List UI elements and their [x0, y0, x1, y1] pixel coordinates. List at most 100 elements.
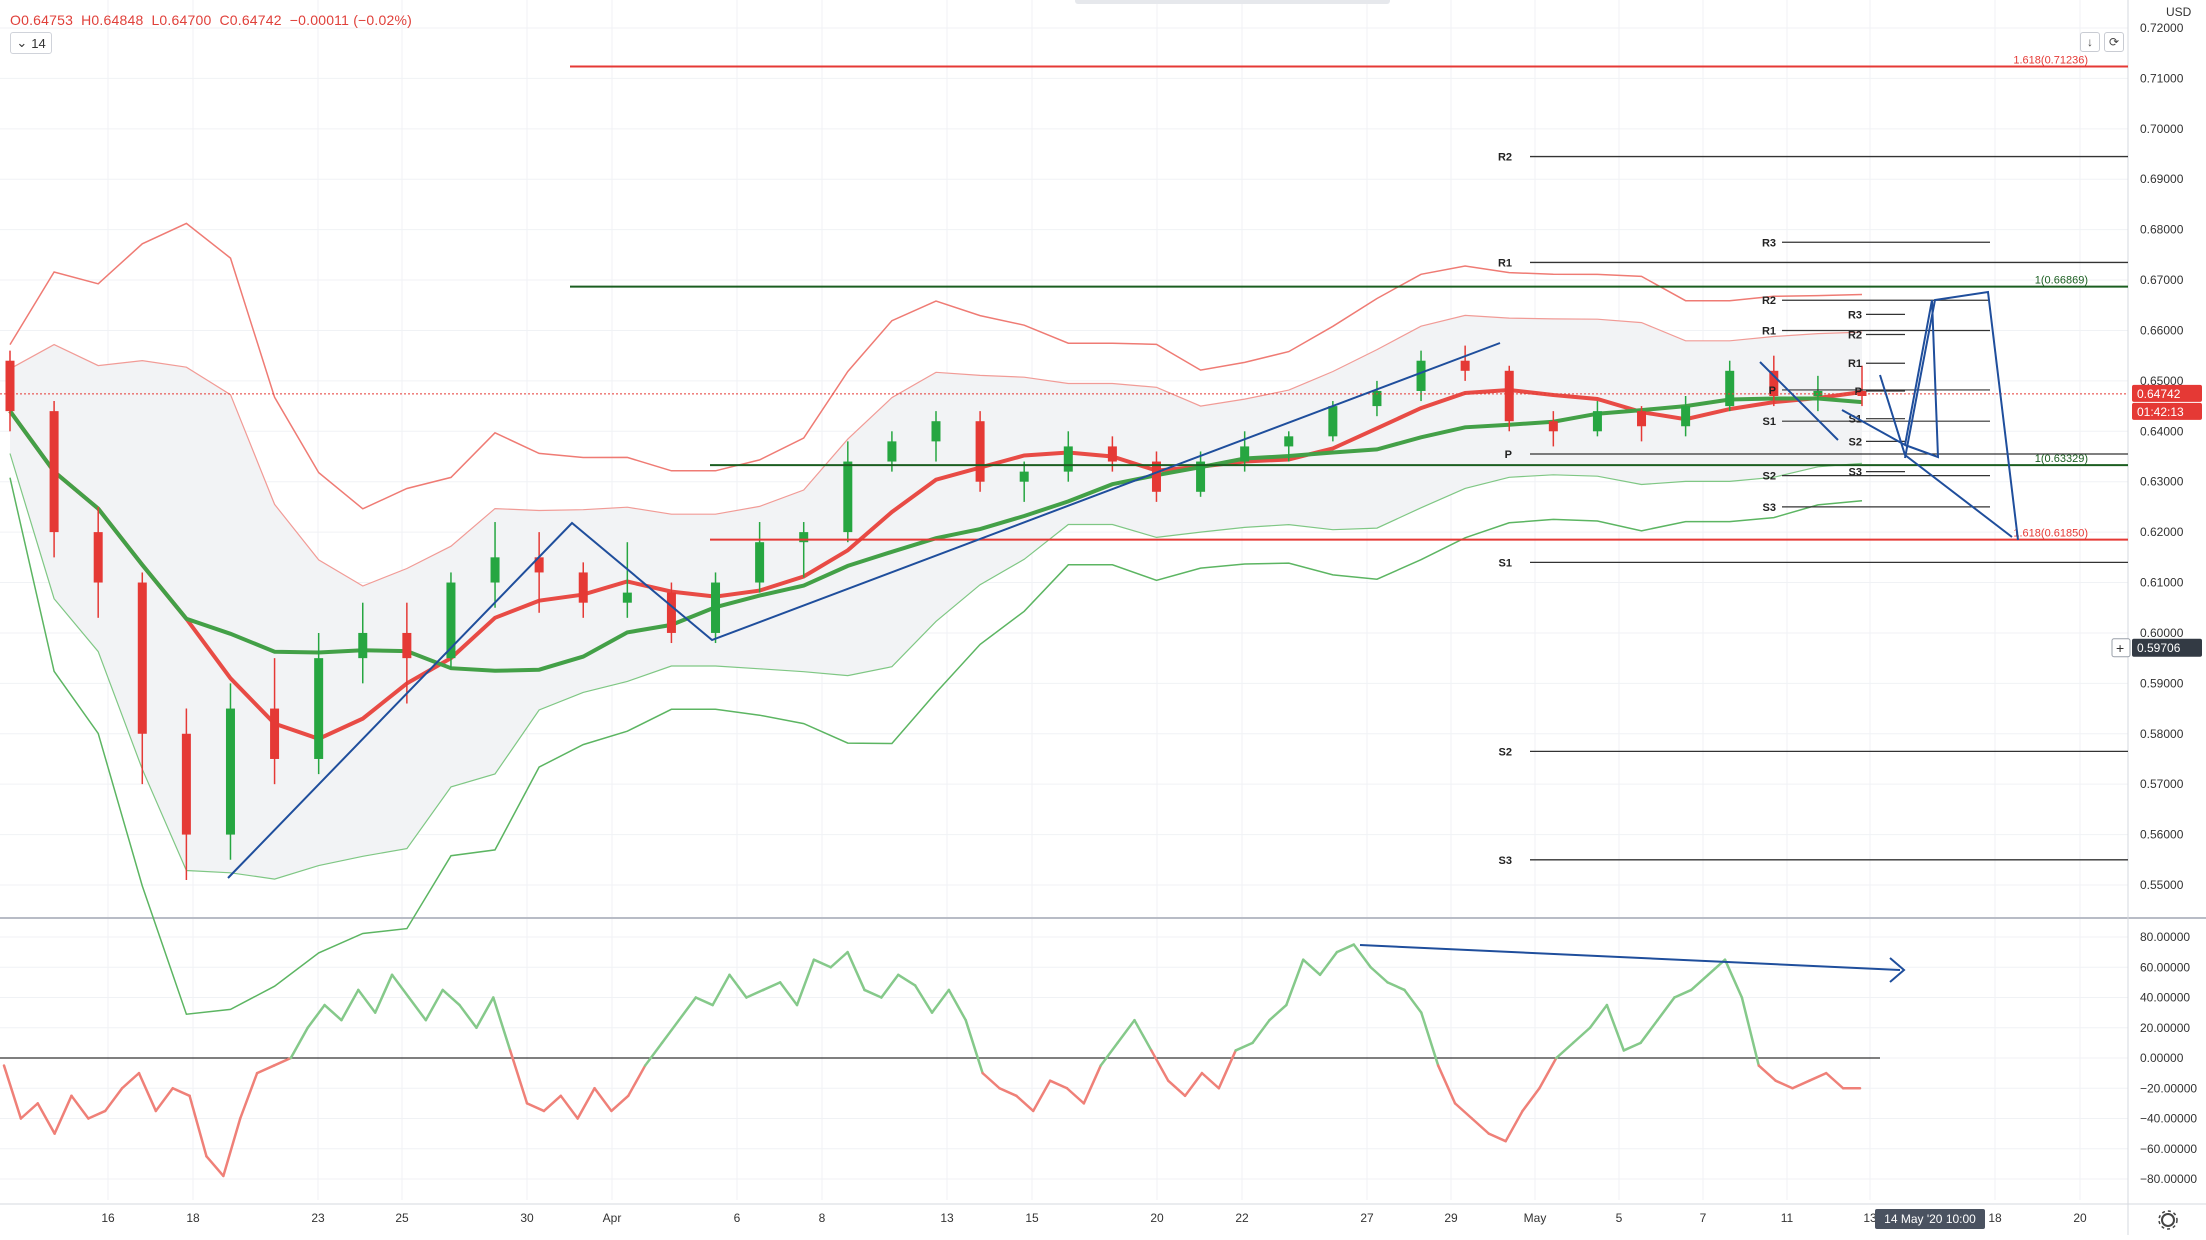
candle-body[interactable]: [1592, 411, 1602, 432]
candle-body[interactable]: [1063, 446, 1073, 472]
candle-body[interactable]: [843, 461, 853, 533]
candle-body[interactable]: [1504, 370, 1514, 422]
candle-body[interactable]: [1107, 446, 1117, 462]
level-label: S1: [1499, 557, 1512, 569]
candle-body[interactable]: [755, 542, 765, 583]
oscillator-segment: [407, 996, 428, 1022]
candle-body[interactable]: [1725, 370, 1735, 407]
candle-body[interactable]: [225, 708, 235, 835]
candle-body[interactable]: [1460, 360, 1470, 371]
oscillator-segment: [1791, 1079, 1811, 1090]
time-tick: 30: [520, 1211, 534, 1225]
short-pivot-label: R1: [1762, 325, 1776, 337]
candle-body[interactable]: [975, 421, 985, 482]
price-tick: 0.72000: [2140, 21, 2184, 35]
price-tick: 0.61000: [2140, 576, 2184, 590]
price-tick: 0.56000: [2140, 828, 2184, 842]
level-label: R2: [1498, 152, 1512, 164]
candle-body[interactable]: [137, 582, 147, 734]
candle-body[interactable]: [578, 572, 588, 603]
currency-label: USD: [2166, 5, 2192, 19]
candle-body[interactable]: [314, 658, 324, 759]
oscillator-segment: [1571, 1026, 1592, 1045]
candle-body[interactable]: [1240, 446, 1250, 462]
candle-body[interactable]: [446, 582, 456, 659]
candle-body[interactable]: [1284, 436, 1294, 447]
oscillator-segment: [897, 973, 917, 987]
price-tick: 0.70000: [2140, 122, 2184, 136]
candle-body[interactable]: [1637, 411, 1647, 427]
oscillator-segment: [36, 1102, 56, 1135]
candle-body[interactable]: [1548, 421, 1558, 432]
candle-body[interactable]: [1769, 370, 1779, 397]
candle-body[interactable]: [1416, 360, 1426, 391]
candle-body[interactable]: [666, 592, 676, 633]
oscillator-segment: [373, 973, 394, 1014]
candle-body[interactable]: [181, 733, 191, 835]
price-tick: 0.69000: [2140, 172, 2184, 186]
oscillator-segment: [728, 973, 748, 999]
oscillator-segment: [171, 1087, 191, 1098]
oscillator-segment: [863, 988, 883, 999]
micro-pivot-label: S1: [1849, 414, 1862, 426]
oscillator-segment: [1774, 1079, 1794, 1090]
candle-body[interactable]: [402, 632, 412, 659]
oscillator-segment: [272, 1056, 293, 1067]
candle-body[interactable]: [1372, 390, 1382, 407]
candle-body[interactable]: [5, 360, 15, 412]
divergence-line[interactable]: [1359, 944, 1901, 971]
trendline-zigzag[interactable]: [227, 342, 1501, 879]
candle-body[interactable]: [49, 411, 59, 533]
oscillator-segment: [947, 988, 967, 1022]
oscillator-segment: [1605, 1003, 1626, 1052]
candle-body[interactable]: [490, 557, 500, 583]
candle-body[interactable]: [1151, 461, 1161, 492]
projection-drop[interactable]: [1879, 374, 2013, 538]
oscillator-segment: [1690, 973, 1710, 992]
candle-body[interactable]: [270, 708, 280, 759]
oscillator-segment: [1622, 1041, 1642, 1052]
candle-body[interactable]: [1681, 406, 1691, 427]
time-tick: 29: [1444, 1211, 1458, 1225]
price-tick: 0.71000: [2140, 71, 2184, 85]
oscillator-segment: [1166, 1079, 1187, 1098]
candle-body[interactable]: [1019, 471, 1029, 482]
time-tick: 13: [940, 1211, 954, 1225]
period-label: 14: [31, 35, 46, 51]
candle-body[interactable]: [93, 532, 103, 583]
micro-pivot-label: R1: [1848, 358, 1862, 370]
oscillator-segment: [593, 1087, 613, 1113]
oscillator-segment: [1048, 1079, 1069, 1090]
oscillator-segment: [1487, 1132, 1507, 1143]
candle-body[interactable]: [622, 592, 632, 603]
recent-swing[interactable]: [1759, 361, 1839, 441]
top-tab-handle[interactable]: [1075, 0, 1390, 4]
candle-body[interactable]: [711, 582, 721, 633]
candle-body[interactable]: [799, 532, 809, 543]
candle-body[interactable]: [1196, 461, 1206, 492]
indicator-period-button[interactable]: ⌄ 14: [10, 32, 52, 54]
candle-body[interactable]: [931, 421, 941, 442]
candle-body[interactable]: [534, 557, 544, 573]
gear-icon[interactable]: [2161, 1213, 2175, 1227]
oscillator-segment: [357, 988, 377, 1014]
oscillator-tick: −20.00000: [2140, 1081, 2197, 1095]
oscillator-segment: [1369, 966, 1389, 984]
projection-small[interactable]: [1841, 299, 1940, 459]
oscillator-segment: [1453, 1102, 1474, 1120]
oscillator-segment: [829, 950, 849, 969]
arrow-down-icon[interactable]: ↓: [2080, 32, 2100, 52]
reset-scale-icon[interactable]: ⟳: [2104, 32, 2124, 52]
price-tick: 0.64000: [2140, 424, 2184, 438]
candle-body[interactable]: [358, 632, 368, 659]
oscillator-segment: [1352, 943, 1372, 969]
add-alert-button[interactable]: [2111, 638, 2131, 658]
oscillator-segment: [1504, 1109, 1524, 1143]
oscillator-segment: [1116, 1018, 1136, 1045]
candle-body[interactable]: [1328, 406, 1338, 437]
candle-body[interactable]: [887, 441, 897, 462]
projection-large[interactable]: [1904, 290, 2019, 541]
gear-teeth: [2158, 1210, 2178, 1230]
